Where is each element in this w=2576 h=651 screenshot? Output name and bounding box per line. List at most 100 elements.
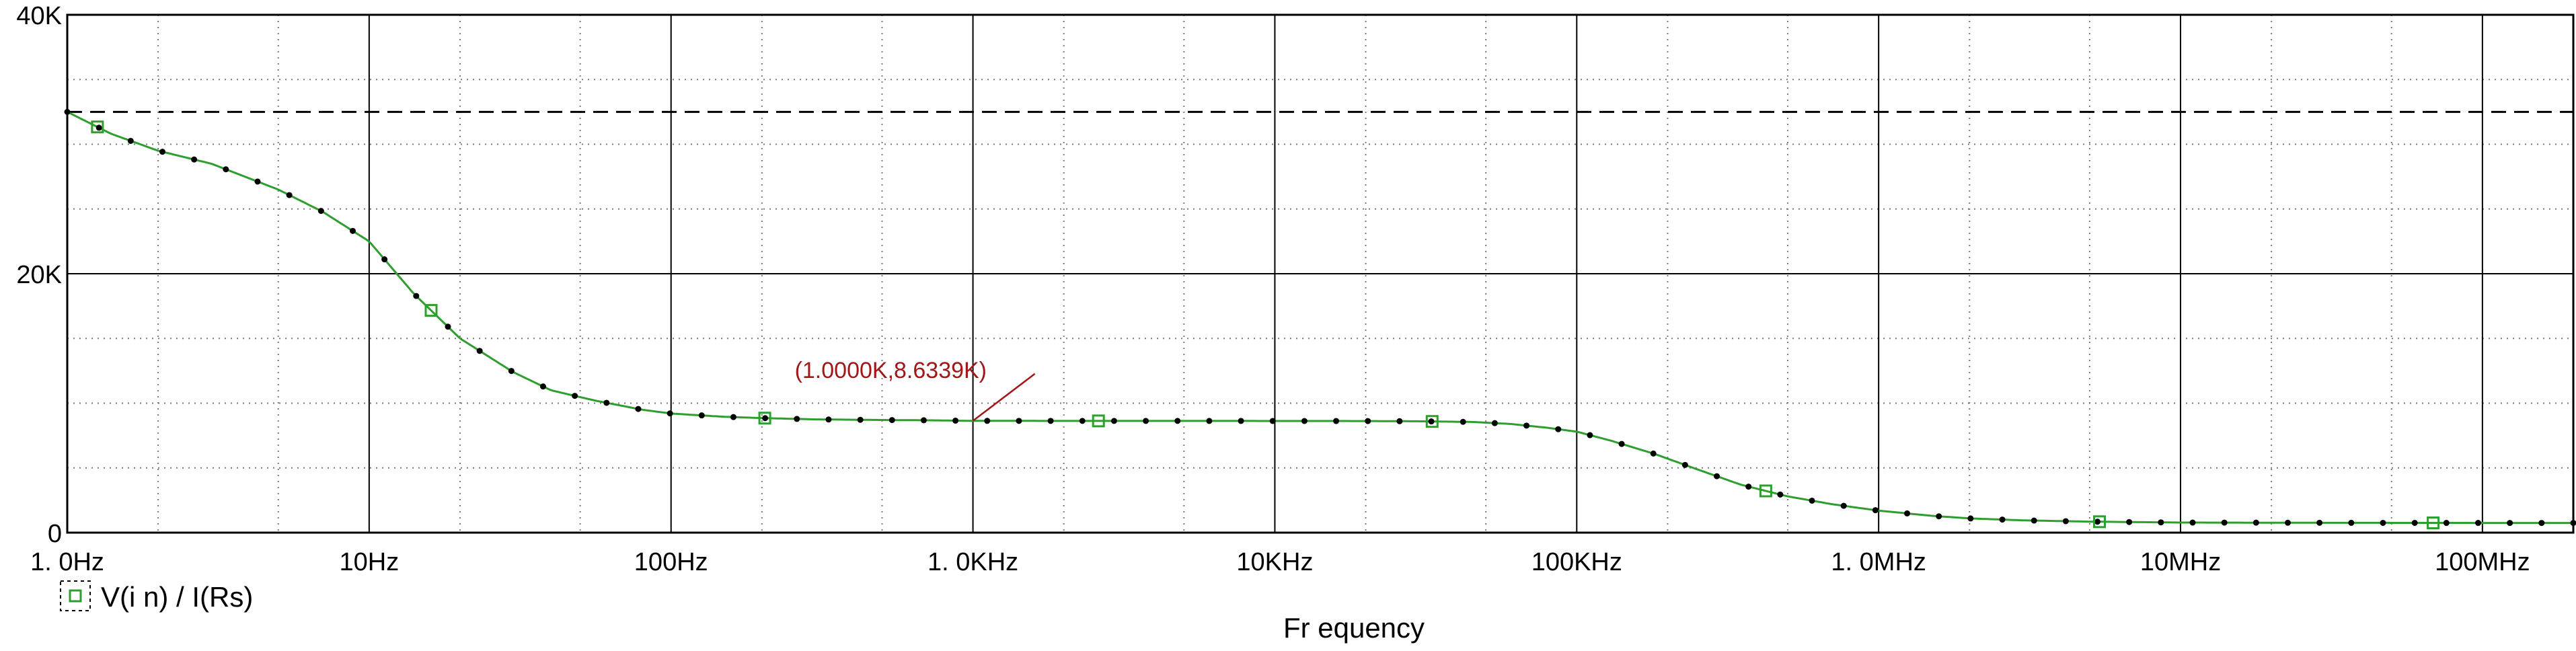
data-point	[64, 108, 71, 115]
data-point	[539, 383, 546, 390]
data-point	[572, 393, 578, 399]
data-point	[1618, 441, 1625, 447]
data-point	[952, 417, 959, 424]
series-square-marker	[1092, 414, 1105, 428]
data-point	[2507, 520, 2513, 527]
data-point	[223, 166, 229, 173]
legend-label: V(i n) / I(Rs)	[101, 581, 253, 613]
data-point	[984, 418, 991, 424]
data-point	[1650, 450, 1657, 457]
data-point	[2189, 519, 2196, 526]
data-point	[1872, 507, 1879, 514]
data-point	[2285, 519, 2291, 526]
series-layer	[64, 108, 2576, 530]
data-point	[2443, 520, 2450, 527]
data-point	[349, 227, 356, 234]
series-square-marker	[758, 412, 771, 425]
data-point	[508, 368, 515, 375]
data-point	[254, 178, 261, 185]
y-tick-labels: 0 20K 40K	[16, 2, 62, 548]
data-point	[2570, 520, 2576, 527]
data-point	[96, 124, 102, 131]
data-point	[1491, 420, 1498, 426]
plot-area-frame	[66, 13, 2575, 534]
x-tick-label: 100KHz	[1531, 548, 1622, 576]
x-tick-label: 10KHz	[1236, 548, 1313, 576]
data-point	[1301, 418, 1308, 424]
data-point	[794, 416, 800, 422]
data-point	[413, 293, 420, 299]
annotation-label: (1.0000K,8.6339K)	[795, 358, 987, 383]
data-point	[1238, 418, 1244, 424]
data-point	[2380, 519, 2386, 526]
data-point	[1840, 502, 1847, 509]
data-point	[1428, 418, 1435, 425]
legend[interactable]: V(i n) / I(Rs)	[60, 580, 253, 613]
annotation-layer: (1.0000K,8.6339K)	[795, 358, 1036, 422]
data-point	[2158, 519, 2164, 526]
x-tick-label: 1. 0Hz	[30, 548, 104, 576]
data-point	[762, 415, 769, 422]
data-point	[920, 417, 927, 424]
x-tick-label: 1. 0KHz	[927, 548, 1018, 576]
data-point	[1365, 418, 1371, 424]
data-point	[1681, 461, 1688, 468]
data-point	[1333, 418, 1340, 424]
data-point	[1016, 418, 1022, 424]
data-point	[2252, 519, 2259, 526]
legend-marker-box	[60, 580, 91, 611]
data-point	[667, 410, 673, 417]
data-point	[159, 149, 165, 155]
data-point	[1745, 484, 1752, 490]
data-point	[1206, 418, 1213, 424]
series-square-marker	[2427, 516, 2440, 530]
x-tick-label: 10Hz	[340, 548, 400, 576]
data-point	[381, 256, 388, 263]
data-point	[1999, 516, 2006, 523]
data-point	[1936, 513, 1942, 520]
data-point	[1110, 418, 1117, 424]
data-point	[2031, 517, 2037, 524]
x-tick-label: 100Hz	[634, 548, 708, 576]
data-point	[2316, 519, 2323, 526]
data-point	[1967, 515, 1974, 522]
annotation-leader-line	[972, 373, 1036, 422]
legend-square-marker	[69, 589, 82, 603]
series-line	[67, 111, 2573, 525]
data-point	[127, 137, 134, 144]
x-axis-title: Fr equency	[1283, 612, 1425, 644]
data-point	[730, 414, 736, 420]
data-point	[1047, 418, 1054, 424]
data-point	[1143, 418, 1149, 424]
data-point	[888, 417, 895, 424]
data-point	[1809, 497, 1815, 504]
major-grid	[67, 14, 2573, 533]
data-point	[1523, 422, 1530, 429]
data-point	[635, 406, 642, 412]
data-point	[2475, 520, 2482, 527]
data-point	[603, 399, 610, 406]
data-point	[1777, 491, 1784, 498]
y-tick-label: 0	[48, 520, 62, 548]
series-square-marker	[1759, 484, 1772, 498]
data-point	[2411, 519, 2418, 526]
data-point	[1174, 418, 1181, 424]
data-point	[1269, 418, 1276, 424]
data-point	[1079, 418, 1086, 424]
data-point	[1904, 510, 1911, 516]
data-point	[1587, 432, 1593, 438]
x-tick-label: 100MHz	[2435, 548, 2530, 576]
data-point	[698, 412, 705, 419]
data-point	[2094, 519, 2101, 525]
data-point	[2126, 519, 2133, 525]
series-square-marker	[2092, 515, 2106, 529]
series-square-marker	[91, 120, 104, 134]
data-point	[857, 416, 864, 423]
y-tick-label: 20K	[16, 261, 62, 289]
data-point	[2348, 519, 2355, 526]
minor-grid	[67, 15, 2573, 533]
data-point	[1396, 418, 1403, 424]
data-point	[2221, 519, 2228, 526]
data-point	[1714, 473, 1720, 480]
x-tick-label: 1. 0MHz	[1831, 548, 1926, 576]
